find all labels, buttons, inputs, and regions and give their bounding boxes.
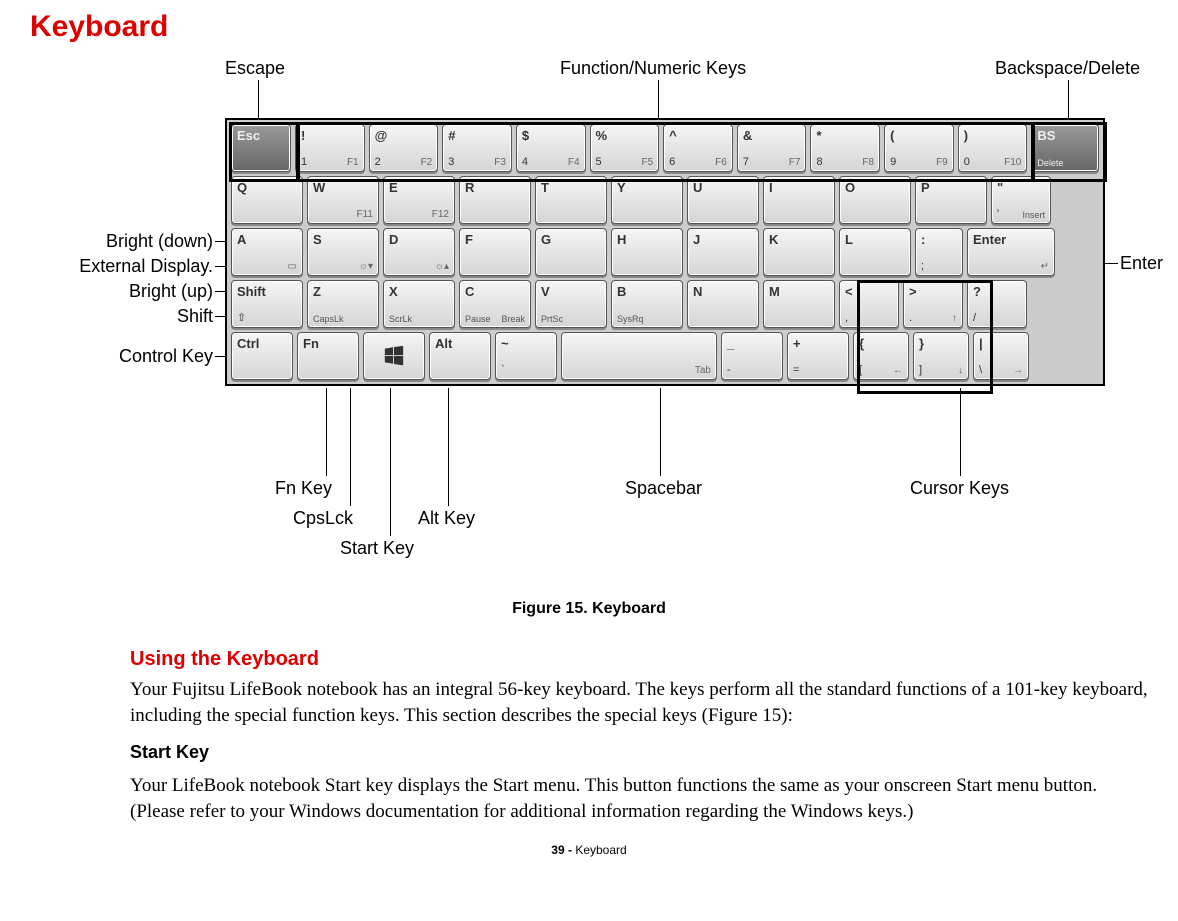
key: Q — [231, 176, 303, 224]
label-bright-up: Bright (up) — [129, 281, 213, 302]
key: >.↑ — [903, 280, 963, 328]
label-bright-down: Bright (down) — [106, 231, 213, 252]
key: "'Insert — [991, 176, 1051, 224]
leader — [448, 388, 449, 506]
section-heading: Using the Keyboard — [130, 648, 1148, 671]
key: N — [687, 280, 759, 328]
label-cursor: Cursor Keys — [910, 478, 1009, 499]
leader — [326, 388, 327, 476]
key: (9F9 — [884, 124, 954, 172]
key: R — [459, 176, 531, 224]
key: ?/ — [967, 280, 1027, 328]
key: %5F5 — [590, 124, 660, 172]
label-enter: Enter — [1120, 253, 1163, 274]
key: L — [839, 228, 911, 276]
key: H — [611, 228, 683, 276]
label-spacebar: Spacebar — [625, 478, 702, 499]
label-function-keys: Function/Numeric Keys — [560, 58, 746, 79]
key: D☼▴ — [383, 228, 455, 276]
keyboard-diagram: Escape Function/Numeric Keys Backspace/D… — [30, 48, 1148, 618]
key: I — [763, 176, 835, 224]
figure-caption: Figure 15. Keyboard — [30, 600, 1148, 618]
key: S☼▾ — [307, 228, 379, 276]
key: WF11 — [307, 176, 379, 224]
footer-page-number: 39 - — [551, 843, 575, 857]
key: Alt — [429, 332, 491, 380]
page-title: Keyboard — [30, 10, 1148, 44]
key: CPauseBreak — [459, 280, 531, 328]
label-control: Control Key — [119, 346, 213, 367]
key: |\→ — [973, 332, 1029, 380]
key: Shift⇧ — [231, 280, 303, 328]
key: EF12 — [383, 176, 455, 224]
key: U — [687, 176, 759, 224]
key: BSDelete — [1031, 124, 1099, 172]
key: }]↓ — [913, 332, 969, 380]
subhead-start-key: Start Key — [130, 742, 1148, 763]
page-footer: 39 - Keyboard — [30, 843, 1148, 857]
label-alt: Alt Key — [418, 508, 475, 529]
key: G — [535, 228, 607, 276]
key: &7F7 — [737, 124, 807, 172]
key: ZCapsLk — [307, 280, 379, 328]
label-shift: Shift — [177, 306, 213, 327]
key: XScrLk — [383, 280, 455, 328]
key: J — [687, 228, 759, 276]
body-para-2: Your LifeBook notebook Start key display… — [130, 773, 1148, 824]
label-escape: Escape — [225, 58, 285, 79]
key: Esc — [231, 124, 291, 172]
key: P — [915, 176, 987, 224]
label-cpslck: CpsLck — [293, 508, 353, 529]
key: *8F8 — [810, 124, 880, 172]
key: VPrtSc — [535, 280, 607, 328]
key: BSysRq — [611, 280, 683, 328]
key: {[← — [853, 332, 909, 380]
key: @2F2 — [369, 124, 439, 172]
leader — [1068, 80, 1069, 118]
key: !1F1 — [295, 124, 365, 172]
leader — [350, 388, 351, 506]
key: ~` — [495, 332, 557, 380]
key: )0F10 — [958, 124, 1028, 172]
leader — [390, 388, 391, 536]
key: M — [763, 280, 835, 328]
key: #3F3 — [442, 124, 512, 172]
keyboard-graphic: Esc!1F1@2F2#3F3$4F4%5F5^6F6&7F7*8F8(9F9)… — [225, 118, 1105, 386]
leader — [258, 80, 259, 118]
body-para-1: Your Fujitsu LifeBook notebook has an in… — [130, 677, 1148, 728]
key: Enter↵ — [967, 228, 1055, 276]
key: <, — [839, 280, 899, 328]
key: $4F4 — [516, 124, 586, 172]
label-fn: Fn Key — [275, 478, 332, 499]
key: :; — [915, 228, 963, 276]
key: A▭ — [231, 228, 303, 276]
key: F — [459, 228, 531, 276]
key: Y — [611, 176, 683, 224]
label-backspace: Backspace/Delete — [995, 58, 1140, 79]
key: Fn — [297, 332, 359, 380]
key-windows — [363, 332, 425, 380]
label-start: Start Key — [340, 538, 414, 559]
key: T — [535, 176, 607, 224]
key: K — [763, 228, 835, 276]
leader — [658, 80, 659, 118]
key: O — [839, 176, 911, 224]
key: _- — [721, 332, 783, 380]
leader — [960, 388, 961, 476]
label-external-display: External Display. — [79, 256, 213, 277]
key: Tab — [561, 332, 717, 380]
key: += — [787, 332, 849, 380]
key: Ctrl — [231, 332, 293, 380]
leader — [660, 388, 661, 476]
footer-title: Keyboard — [575, 843, 626, 857]
key: ^6F6 — [663, 124, 733, 172]
